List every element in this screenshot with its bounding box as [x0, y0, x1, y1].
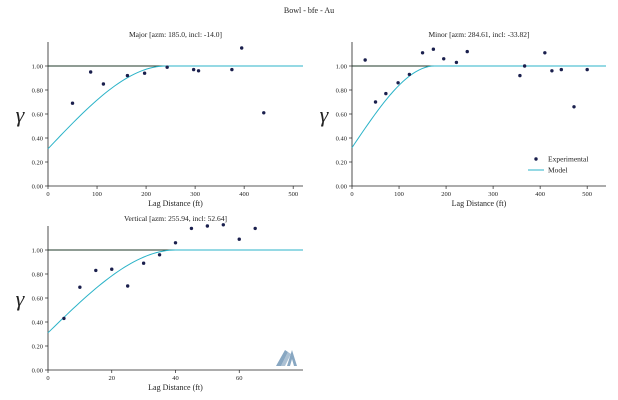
experimental-point — [522, 64, 527, 68]
model-curve — [47, 249, 303, 334]
experimental-point — [221, 223, 226, 227]
y-axis-label: γ — [16, 286, 26, 311]
experimental-point — [125, 73, 130, 78]
experimental-point — [240, 46, 244, 50]
x-tick-label: 400 — [239, 191, 249, 198]
x-tick-label: 60 — [236, 375, 243, 382]
y-tick-label: 0.60 — [32, 111, 43, 118]
x-tick-label: 200 — [441, 191, 451, 198]
experimental-point — [543, 51, 547, 55]
x-tick-label: 200 — [141, 191, 151, 198]
plot-title: Major [azm: 185.0, incl: -14.0] — [129, 30, 222, 39]
experimental-point — [205, 224, 210, 228]
y-tick-label: 0.00 — [32, 183, 43, 190]
experimental-point — [141, 261, 146, 265]
y-tick-label: 0.40 — [32, 135, 43, 142]
experimental-point — [189, 226, 194, 231]
x-tick-label: 0 — [350, 191, 353, 198]
experimental-point — [518, 73, 522, 78]
y-tick-label: 0.20 — [32, 343, 43, 350]
experimental-point — [125, 284, 130, 288]
x-tick-label: 100 — [394, 191, 404, 198]
y-tick-label: 0.80 — [336, 87, 347, 94]
x-axis-label: Lag Distance (ft) — [148, 383, 203, 392]
y-tick-label: 0.00 — [32, 367, 43, 374]
x-axis-label: Lag Distance (ft) — [148, 199, 203, 208]
y-tick-label: 0.60 — [32, 295, 43, 302]
experimental-point — [165, 65, 169, 69]
y-tick-label: 1.00 — [336, 63, 347, 70]
logo-icon — [276, 350, 297, 366]
plot-title: Minor [azm: 284.61, incl: -33.82] — [428, 30, 529, 39]
x-axis-label: Lag Distance (ft) — [452, 199, 507, 208]
experimental-point — [191, 67, 196, 72]
experimental-point — [230, 67, 234, 72]
legend-marker-experimental — [534, 157, 538, 161]
model-curve — [351, 65, 606, 148]
experimental-point — [550, 69, 554, 73]
y-tick-label: 0.40 — [336, 135, 347, 142]
experimental-point — [94, 268, 98, 273]
legend-label-model: Model — [548, 166, 568, 175]
x-tick-label: 300 — [190, 191, 200, 198]
experimental-point — [110, 267, 114, 271]
experimental-point — [78, 285, 82, 289]
y-tick-label: 1.00 — [32, 63, 43, 70]
experimental-point — [196, 69, 201, 73]
experimental-point — [157, 253, 162, 257]
experimental-point — [88, 70, 93, 74]
experimental-point — [142, 71, 147, 75]
x-tick-label: 500 — [582, 191, 592, 198]
experimental-point — [559, 67, 564, 72]
x-tick-label: 0 — [46, 375, 49, 382]
x-tick-label: 20 — [109, 375, 116, 382]
experimental-point — [585, 67, 589, 72]
experimental-point — [442, 57, 446, 61]
x-tick-label: 400 — [535, 191, 545, 198]
x-tick-label: 0 — [46, 191, 49, 198]
experimental-point — [363, 58, 367, 62]
experimental-point — [262, 111, 266, 115]
experimental-point — [373, 100, 378, 104]
figure-title: Bowl - bfe - Au — [283, 6, 335, 15]
y-tick-label: 0.80 — [32, 271, 43, 278]
experimental-point — [572, 105, 576, 109]
experimental-point — [70, 101, 75, 105]
x-tick-label: 500 — [288, 191, 298, 198]
experimental-point — [431, 47, 436, 51]
experimental-point — [420, 51, 425, 55]
y-axis-label: γ — [320, 102, 330, 127]
plot-title: Vertical [azm: 255.94, incl: 52.64] — [124, 214, 227, 223]
experimental-point — [101, 82, 106, 86]
experimental-point — [454, 60, 459, 65]
x-tick-label: 300 — [488, 191, 498, 198]
y-tick-label: 0.00 — [336, 183, 347, 190]
experimental-point — [62, 316, 66, 321]
experimental-point — [465, 49, 469, 54]
x-tick-label: 100 — [92, 191, 102, 198]
y-tick-label: 0.20 — [32, 159, 43, 166]
experimental-point — [173, 241, 178, 245]
experimental-point — [237, 237, 241, 241]
y-tick-label: 1.00 — [32, 247, 43, 254]
experimental-point — [407, 72, 412, 77]
x-tick-label: 40 — [172, 375, 179, 382]
y-tick-label: 0.60 — [336, 111, 347, 118]
y-tick-label: 0.20 — [336, 159, 347, 166]
experimental-point — [384, 91, 388, 96]
model-curve — [47, 65, 303, 150]
experimental-point — [253, 226, 257, 231]
legend-label-experimental: Experimental — [548, 155, 588, 164]
y-axis-label: γ — [16, 102, 26, 127]
experimental-point — [396, 81, 400, 85]
y-tick-label: 0.40 — [32, 319, 43, 326]
y-tick-label: 0.80 — [32, 87, 43, 94]
